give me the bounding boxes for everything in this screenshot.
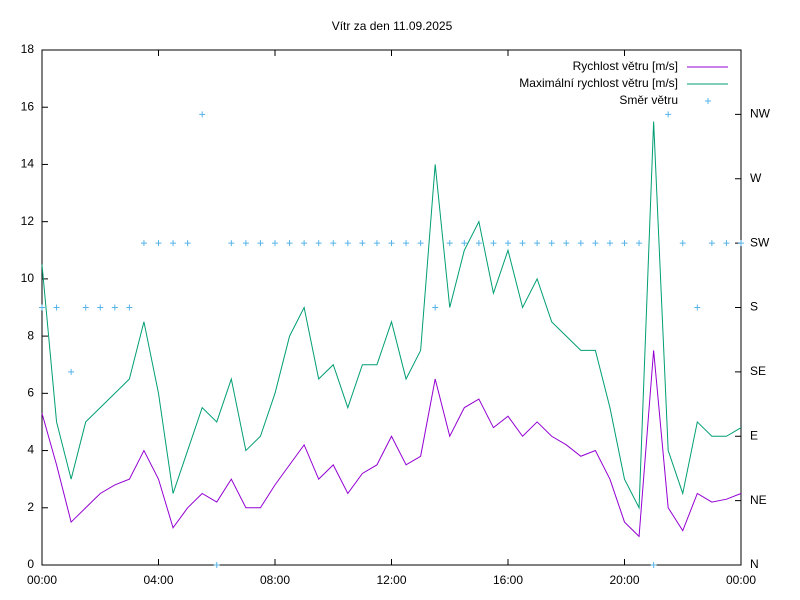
direction-point bbox=[665, 111, 672, 118]
chart-title: Vítr za den 11.09.2025 bbox=[332, 19, 453, 33]
direction-point bbox=[301, 240, 308, 247]
series-line bbox=[41, 121, 742, 510]
direction-point bbox=[636, 240, 643, 247]
x-tick-label: 16:00 bbox=[493, 573, 523, 587]
direction-point bbox=[155, 240, 162, 247]
y2-tick-label: NE bbox=[750, 493, 767, 507]
direction-point bbox=[592, 240, 599, 247]
direction-point bbox=[97, 304, 104, 311]
direction-point bbox=[606, 240, 613, 247]
direction-point bbox=[228, 240, 235, 247]
y2-tick-label: N bbox=[750, 557, 759, 571]
legend-label: Rychlost větru [m/s] bbox=[573, 59, 678, 73]
direction-point bbox=[213, 562, 220, 568]
y2-tick-label: NW bbox=[750, 107, 771, 121]
direction-point bbox=[82, 304, 89, 311]
direction-point bbox=[723, 240, 730, 247]
x-tick-label: 12:00 bbox=[376, 573, 406, 587]
direction-point bbox=[403, 240, 410, 247]
direction-point bbox=[68, 368, 75, 375]
y2-tick-label: SE bbox=[750, 364, 766, 378]
y-tick-label: 18 bbox=[21, 42, 35, 56]
y-tick-label: 14 bbox=[21, 157, 35, 171]
direction-point bbox=[272, 240, 278, 247]
x-tick-label: 08:00 bbox=[260, 573, 290, 587]
direction-point bbox=[39, 304, 45, 311]
direction-point bbox=[534, 240, 541, 247]
direction-point bbox=[461, 240, 468, 247]
x-tick-label: 00:00 bbox=[27, 573, 57, 587]
y2-tick-label: W bbox=[750, 171, 762, 185]
direction-point bbox=[708, 240, 715, 247]
x-tick-label: 20:00 bbox=[609, 573, 639, 587]
direction-point bbox=[184, 240, 191, 247]
y-tick-label: 6 bbox=[27, 386, 34, 400]
y2-tick-label: E bbox=[750, 428, 758, 442]
y-tick-label: 2 bbox=[27, 500, 34, 514]
y-tick-label: 12 bbox=[21, 214, 35, 228]
y-tick-label: 10 bbox=[21, 271, 35, 285]
y-tick-label: 4 bbox=[27, 443, 34, 457]
y-tick-label: 16 bbox=[21, 99, 35, 113]
direction-point bbox=[199, 111, 206, 118]
direction-point bbox=[694, 304, 701, 311]
direction-point bbox=[417, 240, 424, 247]
direction-point bbox=[650, 562, 657, 568]
direction-point bbox=[242, 240, 249, 247]
direction-point bbox=[563, 240, 570, 247]
legend-label: Maximální rychlost větru [m/s] bbox=[519, 76, 678, 90]
y2-tick-label: S bbox=[750, 300, 758, 314]
direction-point bbox=[53, 304, 60, 311]
direction-point bbox=[140, 240, 147, 247]
direction-point bbox=[432, 304, 439, 311]
direction-point bbox=[446, 240, 453, 247]
y2-tick-label: SW bbox=[750, 235, 770, 249]
direction-point bbox=[505, 240, 511, 247]
direction-point bbox=[373, 240, 380, 247]
direction-point bbox=[548, 240, 555, 247]
y-tick-label: 0 bbox=[27, 557, 34, 571]
direction-point bbox=[519, 240, 526, 247]
direction-point bbox=[126, 304, 133, 311]
direction-point bbox=[170, 240, 177, 247]
legend-swatch bbox=[705, 98, 711, 104]
direction-point bbox=[315, 240, 322, 247]
direction-point bbox=[679, 240, 686, 247]
direction-point bbox=[577, 240, 584, 247]
direction-point bbox=[490, 240, 497, 247]
direction-point bbox=[257, 240, 264, 247]
y-tick-label: 8 bbox=[27, 328, 34, 342]
direction-point bbox=[344, 240, 351, 247]
x-tick-label: 00:00 bbox=[726, 573, 756, 587]
direction-point bbox=[111, 304, 118, 311]
direction-point bbox=[475, 240, 482, 247]
direction-point bbox=[286, 240, 293, 247]
direction-point bbox=[738, 240, 744, 247]
legend-label: Směr větru bbox=[619, 93, 678, 107]
series-line bbox=[41, 350, 742, 538]
direction-point bbox=[330, 240, 337, 247]
direction-point bbox=[621, 240, 628, 247]
x-tick-label: 04:00 bbox=[143, 573, 173, 587]
direction-point bbox=[359, 240, 366, 247]
direction-point bbox=[388, 240, 395, 247]
